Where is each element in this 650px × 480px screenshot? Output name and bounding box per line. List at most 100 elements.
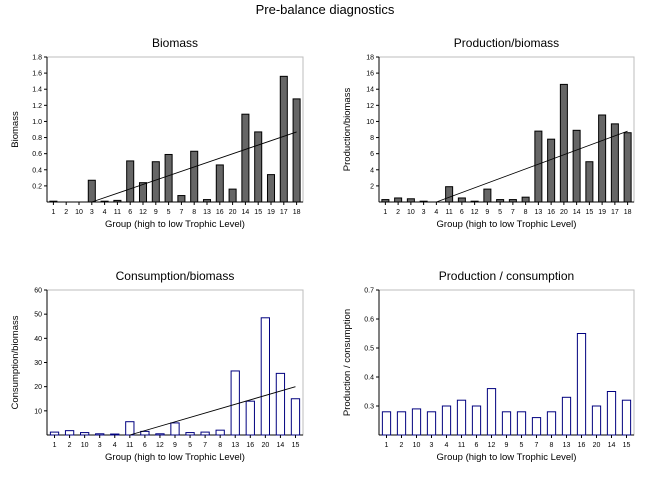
bar-12 (155, 433, 165, 436)
x-tick-label: 8 (550, 442, 554, 449)
bar-11 (125, 421, 135, 436)
x-tick-label: 11 (458, 442, 465, 449)
bar-8 (190, 150, 199, 203)
x-tick-label: 5 (498, 209, 502, 216)
bar-10 (80, 432, 90, 436)
x-tick-label: 8 (192, 209, 196, 216)
x-tick-label: 9 (154, 209, 158, 216)
bar-19 (598, 114, 607, 203)
bar-11 (113, 199, 122, 203)
x-tick-label: 7 (179, 209, 183, 216)
x-tick-label: 1 (385, 442, 389, 449)
production-consumption-chart: Production / consumption 0.3 0.4 0.5 0.6 0.7 1… (342, 269, 635, 463)
x-tick-label: 4 (434, 209, 438, 216)
x-tick-label: 12 (139, 209, 147, 216)
x-tick-label: 16 (578, 442, 586, 449)
x-axis-label: Group (high to low Trophic Level) (105, 219, 245, 230)
production-biomass-title: Production/biomass (454, 36, 559, 50)
bar-14 (241, 113, 250, 203)
x-tick-label: 10 (407, 209, 415, 216)
y-tick-label: 0.2 (32, 183, 42, 190)
x-tick-label: 13 (563, 442, 571, 449)
bar-14 (275, 372, 286, 436)
bar-10 (411, 408, 422, 436)
bar-15 (290, 398, 301, 436)
bar-1 (49, 431, 60, 436)
x-tick-label: 14 (242, 209, 250, 216)
x-tick-label: 2 (400, 442, 404, 449)
y-axis-label: Consumption/biomass (10, 315, 21, 409)
y-tick-label: 14 (366, 87, 374, 94)
bar-5 (516, 411, 527, 436)
bar-6 (457, 197, 466, 203)
bar-18 (623, 132, 632, 203)
y-tick-label: 6 (370, 151, 374, 158)
x-tick-label: 10 (75, 209, 83, 216)
bar-4 (441, 405, 452, 436)
x-tick-label: 3 (422, 209, 426, 216)
bar-13 (561, 396, 572, 436)
x-tick-label: 15 (254, 209, 262, 216)
bar-16 (215, 164, 224, 203)
x-axis-label: Group (high to low Trophic Level) (105, 452, 245, 463)
bar-11 (445, 186, 454, 203)
bar-16 (547, 138, 556, 203)
y-tick-label: 2 (370, 183, 374, 190)
x-axis-label: Group (high to low Trophic Level) (437, 219, 577, 230)
bar-20 (559, 83, 568, 203)
x-tick-label: 20 (229, 209, 237, 216)
bar-9 (170, 422, 180, 436)
x-tick-label: 2 (64, 209, 68, 216)
page-title: Pre-balance diagnostics (255, 2, 395, 17)
y-tick-label: 1.0 (32, 119, 42, 126)
bar-19 (266, 174, 276, 203)
x-tick-label: 15 (292, 442, 300, 449)
bar-5 (185, 432, 195, 436)
bar-15 (254, 131, 263, 203)
x-tick-label: 9 (505, 442, 509, 449)
y-tick-label: 1.4 (32, 87, 42, 94)
plot-frame (378, 56, 635, 203)
x-tick-label: 20 (593, 442, 601, 449)
x-tick-label: 11 (114, 209, 121, 216)
x-tick-label: 7 (511, 209, 515, 216)
trend-line (91, 131, 297, 203)
bar-7 (508, 199, 517, 203)
bar-20 (260, 317, 270, 436)
bar-3 (87, 179, 96, 203)
y-tick-label: 1.2 (32, 103, 42, 110)
y-tick-label: 10 (366, 119, 374, 126)
bar-16 (245, 400, 255, 436)
y-tick-label: 16 (366, 71, 374, 78)
bar-9 (483, 188, 492, 203)
production-consumption-title: Production / consumption (439, 269, 574, 283)
x-tick-label: 4 (103, 209, 107, 216)
x-tick-label: 4 (113, 442, 117, 449)
y-tick-label: 12 (366, 103, 374, 110)
bar-20 (228, 188, 237, 203)
bar-16 (576, 333, 587, 436)
bar-10 (406, 198, 415, 203)
x-tick-label: 2 (68, 442, 72, 449)
consumption-biomass-title: Consumption/biomass (116, 269, 235, 283)
bar-13 (202, 199, 212, 203)
bar-17 (279, 75, 288, 203)
bar-7 (531, 417, 542, 436)
x-tick-label: 12 (156, 442, 164, 449)
bar-18 (292, 98, 301, 203)
x-tick-label: 10 (81, 442, 89, 449)
x-tick-label: 18 (293, 209, 301, 216)
x-tick-label: 8 (524, 209, 528, 216)
bar-14 (606, 391, 617, 436)
x-tick-label: 15 (623, 442, 631, 449)
bar-3 (426, 411, 437, 436)
x-tick-label: 14 (608, 442, 616, 449)
x-tick-label: 6 (475, 442, 479, 449)
bar-15 (621, 399, 632, 436)
bar-2 (396, 411, 407, 436)
x-tick-label: 11 (126, 442, 133, 449)
bar-1 (381, 411, 392, 436)
x-tick-label: 11 (445, 209, 452, 216)
